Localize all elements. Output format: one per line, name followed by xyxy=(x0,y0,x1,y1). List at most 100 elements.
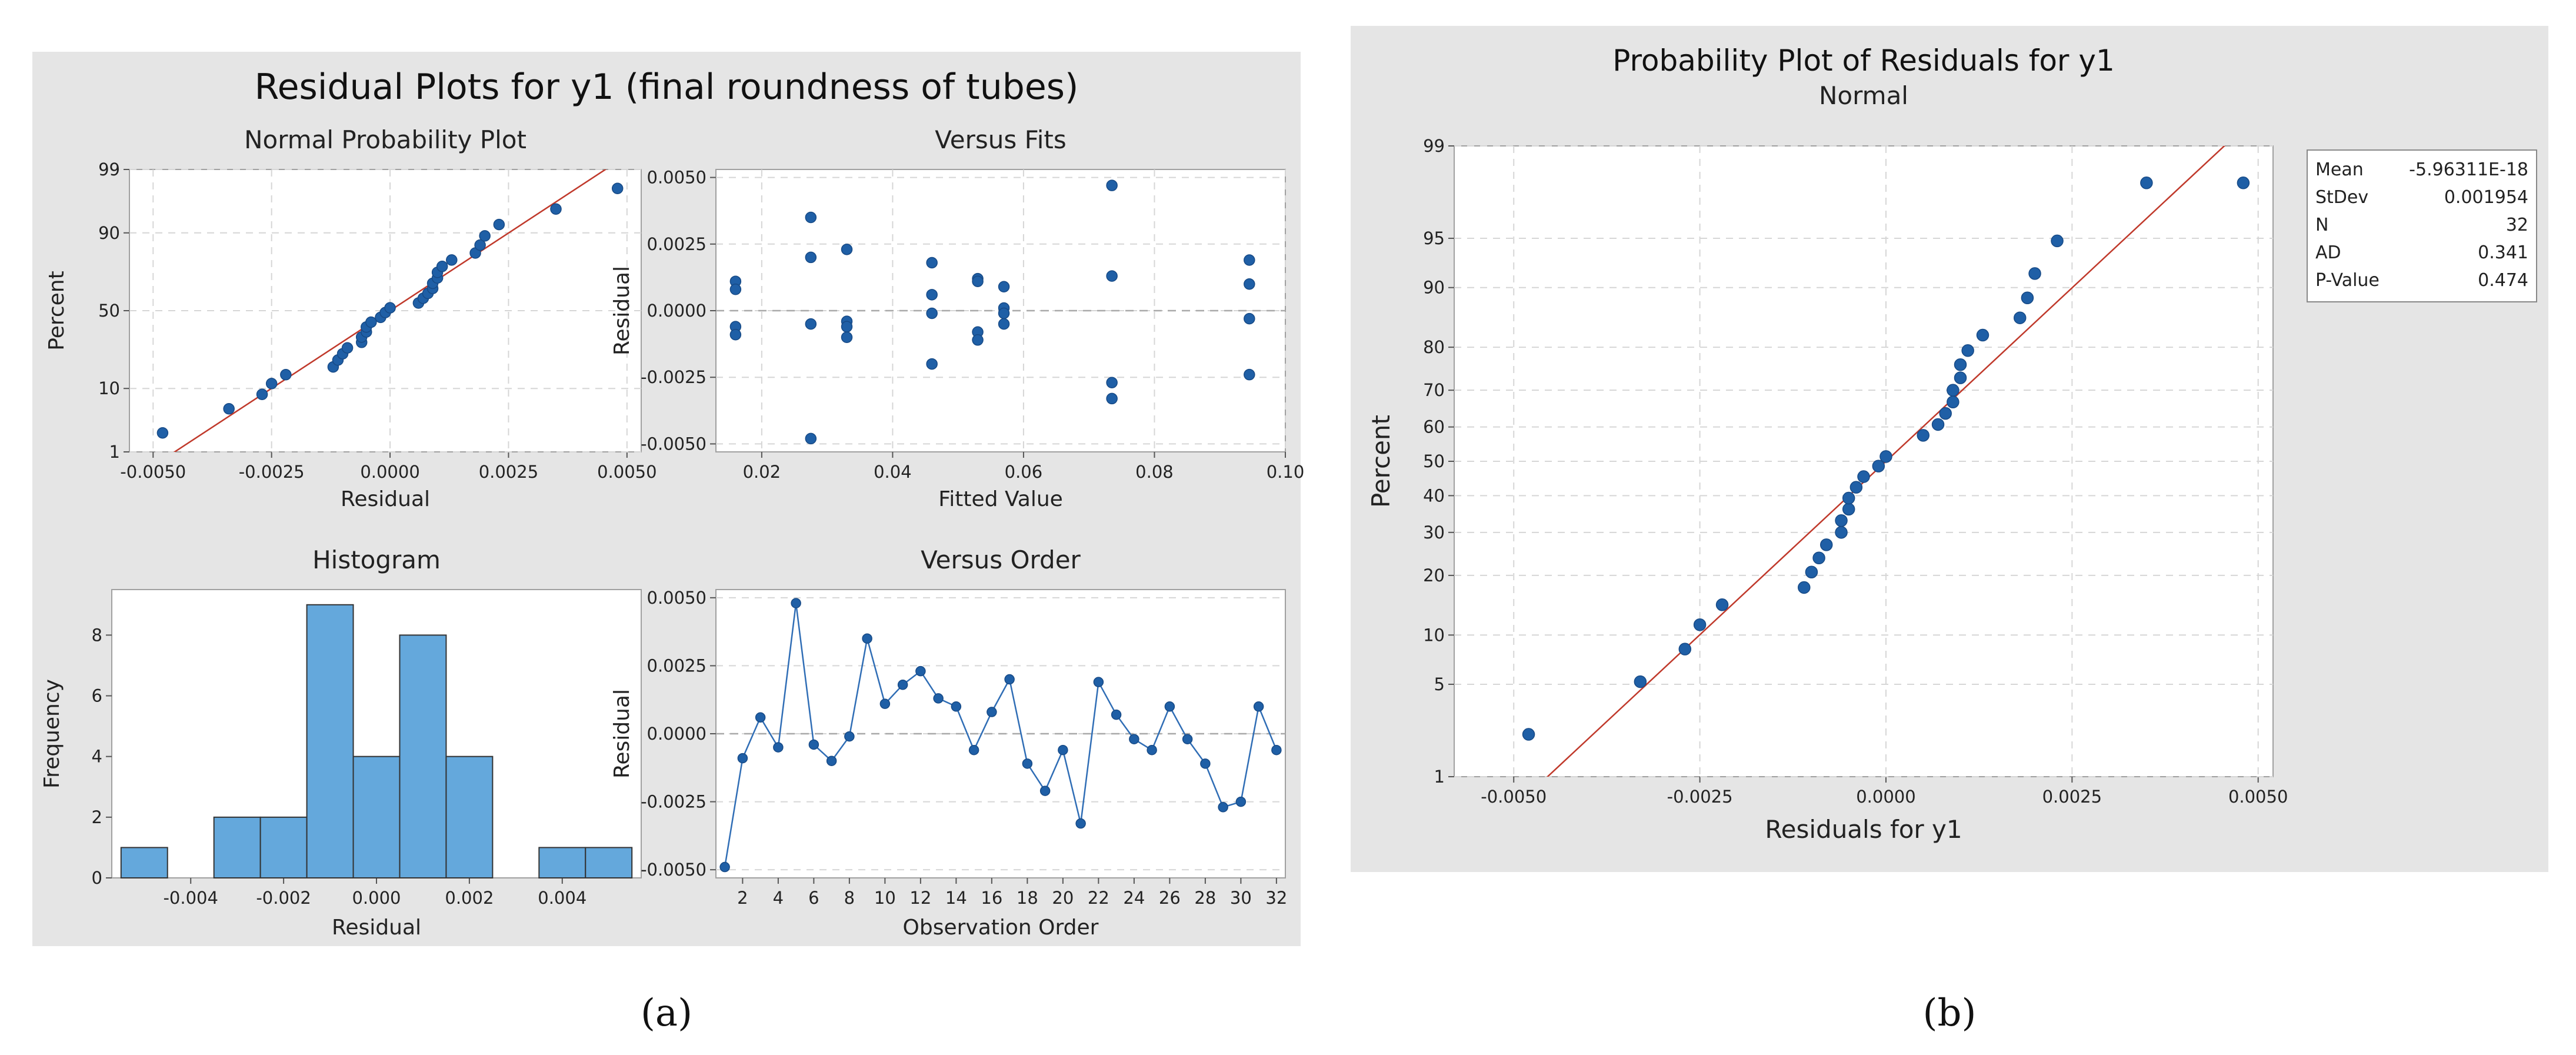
prob-x-tick-label: 0.0050 xyxy=(2228,787,2288,807)
order-x-tick-label: 28 xyxy=(1194,888,1216,908)
prob-data-point xyxy=(2237,177,2250,189)
hist-y-tick-label: 4 xyxy=(92,747,102,767)
probability-plot-of-residuals: Probability Plot of Residuals for y1 Norm… xyxy=(1367,44,2288,844)
npp-x-tick-label: 0.0050 xyxy=(597,462,657,482)
hist-y-axis-label: Frequency xyxy=(40,679,64,788)
order-data-point xyxy=(844,731,855,742)
prob-data-point xyxy=(2140,177,2153,189)
fits-title: Versus Fits xyxy=(935,125,1066,154)
hist-bar xyxy=(120,847,168,878)
fits-data-point xyxy=(1244,254,1255,266)
fits-data-point xyxy=(1106,270,1118,282)
npp-x-tick-label: 0.0000 xyxy=(360,462,419,482)
fits-data-point xyxy=(841,321,853,332)
fits-data-point xyxy=(805,251,817,264)
fits-data-point xyxy=(729,284,742,295)
hist-bar xyxy=(538,847,586,878)
fits-data-point xyxy=(972,334,984,346)
prob-subtitle: Normal xyxy=(1819,81,1908,110)
npp-y-tick-label: 10 xyxy=(98,378,120,398)
fits-y-tick-label: 0.0050 xyxy=(647,168,707,188)
order-data-point xyxy=(826,756,837,766)
npp-data-point xyxy=(156,427,169,439)
fits-data-point xyxy=(729,329,742,341)
prob-data-point xyxy=(1842,491,1855,505)
stat-value: 32 xyxy=(2506,215,2528,235)
order-data-point xyxy=(1147,744,1157,756)
prob-data-point xyxy=(1849,481,1863,494)
fits-data-point xyxy=(841,244,853,255)
order-data-point xyxy=(1235,796,1247,807)
order-y-tick-label: 0.0050 xyxy=(647,588,707,608)
fits-data-point xyxy=(926,257,938,269)
hist-x-tick-label: -0.004 xyxy=(163,888,218,908)
order-data-point xyxy=(933,693,944,704)
prob-data-point xyxy=(1835,526,1848,539)
fits-x-axis-label: Fitted Value xyxy=(938,487,1063,511)
prob-title: Probability Plot of Residuals for y1 xyxy=(1612,44,2115,78)
hist-title: Histogram xyxy=(312,545,441,574)
order-x-tick-label: 32 xyxy=(1265,888,1287,908)
prob-x-tick-label: -0.0050 xyxy=(1481,787,1547,807)
prob-x-tick-label: 0.0025 xyxy=(2042,787,2102,807)
stat-label: P-Value xyxy=(2315,270,2380,291)
prob-data-point xyxy=(1522,728,1535,741)
npp-x-tick-label: -0.0025 xyxy=(239,462,305,482)
order-data-point xyxy=(1022,758,1033,769)
order-title: Versus Order xyxy=(921,545,1081,574)
npp-data-point xyxy=(365,316,377,328)
hist-x-tick-label: 0.002 xyxy=(445,888,494,908)
order-data-point xyxy=(1039,786,1051,796)
stat-value: 0.001954 xyxy=(2444,187,2528,208)
order-data-point xyxy=(1075,818,1086,829)
prob-data-point xyxy=(1917,429,1929,442)
order-data-point xyxy=(915,665,926,677)
npp-data-point xyxy=(384,302,396,314)
npp-data-point xyxy=(341,342,354,354)
fits-y-tick-label: -0.0050 xyxy=(641,434,707,454)
hist-y-tick-label: 2 xyxy=(92,807,102,827)
stat-label: Mean xyxy=(2315,159,2364,180)
order-data-point xyxy=(719,861,730,873)
hist-x-tick-label: 0.000 xyxy=(352,888,401,908)
prob-y-tick-label: 50 xyxy=(1423,451,1445,471)
order-x-tick-label: 26 xyxy=(1159,888,1181,908)
npp-data-point xyxy=(550,203,562,215)
fits-y-tick-label: -0.0025 xyxy=(641,367,707,387)
order-data-point xyxy=(1218,802,1228,813)
prob-data-point xyxy=(1954,358,1967,371)
prob-y-tick-label: 40 xyxy=(1423,485,1445,505)
prob-data-point xyxy=(1805,565,1818,578)
hist-x-tick-label: -0.002 xyxy=(256,888,311,908)
npp-x-tick-label: -0.0050 xyxy=(120,462,186,482)
order-x-tick-label: 16 xyxy=(981,888,1002,908)
npp-data-point xyxy=(493,218,505,231)
prob-data-point xyxy=(1678,643,1692,655)
npp-y-tick-label: 99 xyxy=(98,159,120,179)
hist-bar xyxy=(399,634,447,878)
prob-data-point xyxy=(2013,311,2027,324)
prob-y-tick-label: 80 xyxy=(1423,337,1445,357)
order-x-tick-label: 30 xyxy=(1230,888,1252,908)
order-data-point xyxy=(1093,677,1104,687)
prob-data-point xyxy=(1798,581,1811,594)
prob-y-tick-label: 1 xyxy=(1434,767,1445,787)
hist-bar xyxy=(306,604,354,878)
hist-bar xyxy=(352,756,401,878)
hist-y-tick-label: 6 xyxy=(92,686,102,706)
fits-data-point xyxy=(841,331,853,344)
fits-data-point xyxy=(1244,278,1255,290)
fits-data-point xyxy=(972,275,984,287)
order-y-tick-label: -0.0025 xyxy=(641,792,707,812)
order-y-tick-label: 0.0025 xyxy=(647,655,707,675)
order-data-point xyxy=(791,598,801,608)
prob-data-point xyxy=(1715,598,1729,611)
prob-x-axis-label: Residuals for y1 xyxy=(1765,815,1962,844)
histogram-plot: Histogram Residual Frequency -0.004 -0.002 0.… xyxy=(40,545,642,940)
npp-y-axis-label: Percent xyxy=(45,271,69,350)
hist-bar xyxy=(259,816,308,879)
hist-y-tick-label: 8 xyxy=(92,625,102,645)
prob-data-point xyxy=(1819,538,1833,551)
fits-data-point xyxy=(998,318,1010,330)
